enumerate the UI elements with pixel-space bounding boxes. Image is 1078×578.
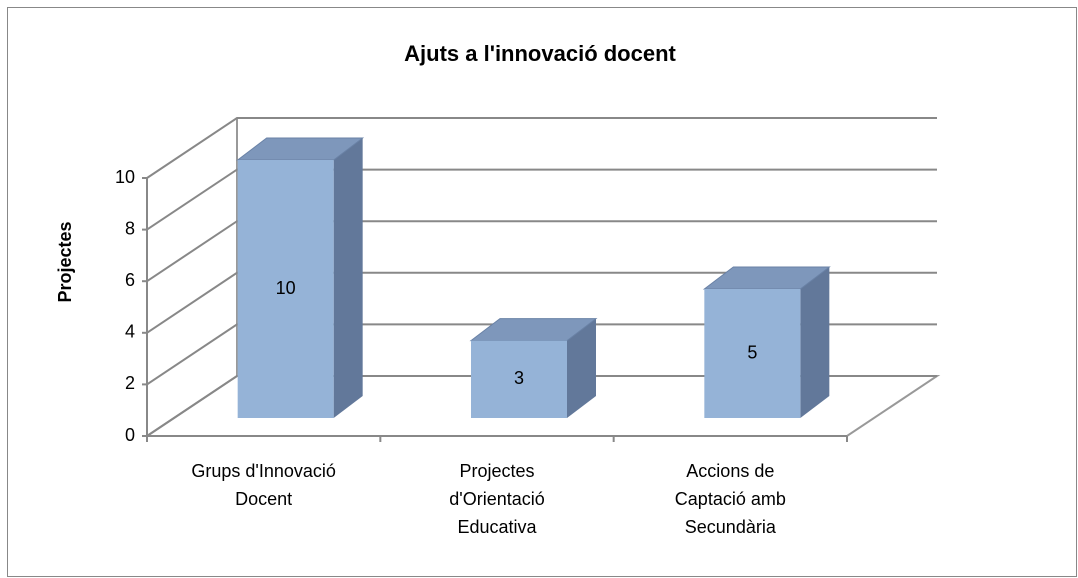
y-tick-label: 8 — [125, 218, 135, 238]
bar-side — [333, 138, 363, 418]
chart-frame — [7, 7, 1077, 577]
x-tick-label: Docent — [235, 489, 292, 509]
x-tick-label: Captació amb — [675, 489, 786, 509]
y-tick-label: 4 — [125, 322, 135, 342]
chart-title: Ajuts a l'innovació docent — [404, 41, 676, 66]
bar — [471, 340, 567, 418]
y-axis-label: Projectes — [55, 221, 75, 302]
grid-line — [146, 271, 937, 334]
value-label: 5 — [747, 342, 757, 362]
x-tick-label: Grups d'Innovació — [191, 461, 336, 481]
grid-line — [146, 375, 937, 437]
grid-line — [146, 323, 937, 386]
x-tick-label: d'Orientació — [449, 489, 544, 509]
grid-line — [146, 220, 937, 283]
bar-side — [567, 318, 596, 418]
x-tick-label: Educativa — [457, 517, 537, 537]
value-label: 10 — [276, 278, 296, 298]
bar — [237, 160, 334, 418]
y-tick-label: 6 — [125, 270, 135, 290]
bar — [704, 289, 801, 418]
x-tick-label: Projectes — [459, 461, 534, 481]
x-tick-label: Accions de — [686, 461, 774, 481]
x-tick-label: Secundària — [685, 517, 777, 537]
y-tick-label: 0 — [125, 425, 135, 445]
y-tick-label: 10 — [115, 167, 135, 187]
value-label: 3 — [514, 368, 524, 388]
grid-line — [146, 168, 937, 231]
bar-side — [800, 267, 830, 418]
grid-line — [146, 117, 937, 179]
y-tick-label: 2 — [125, 373, 135, 393]
